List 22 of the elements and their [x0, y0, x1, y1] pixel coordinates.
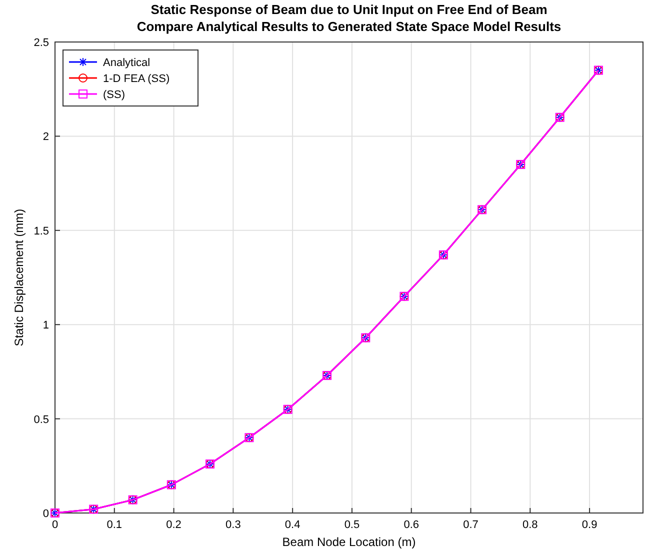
- legend-label: (SS): [103, 89, 125, 101]
- chart-title: Static Response of Beam due to Unit Input on Free End of Beam Compare Analytical Results to Generated State Space Model Results: [136, 2, 562, 34]
- y-tick-label: 0.5: [34, 414, 49, 426]
- x-tick-label: 0.3: [226, 519, 241, 531]
- y-axis-title: Static Displacement (mm): [12, 208, 26, 346]
- x-tick-label: 0.8: [522, 519, 538, 531]
- x-tick-label: 0.1: [106, 519, 122, 531]
- x-tick-label: 0.4: [284, 519, 300, 531]
- y-tick-label: 1: [42, 320, 49, 332]
- y-tick-label: 2: [42, 131, 49, 144]
- y-tick-label: 2.5: [34, 37, 49, 49]
- x-tick-label: 0.9: [582, 519, 598, 531]
- x-tick-label: 0: [52, 519, 58, 531]
- x-tick-label: 0.7: [463, 519, 478, 531]
- x-axis-title: Beam Node Location (m): [282, 535, 416, 549]
- y-tick-label: 1.5: [34, 225, 49, 238]
- x-tick-label: 0.5: [344, 519, 360, 531]
- legend-label: 1-D FEA (SS): [103, 73, 170, 85]
- y-tick-label: 0: [42, 508, 49, 520]
- x-tick-label: 0.6: [404, 519, 420, 531]
- legend-label: Analytical: [103, 57, 150, 69]
- x-tick-label: 0.2: [166, 519, 182, 531]
